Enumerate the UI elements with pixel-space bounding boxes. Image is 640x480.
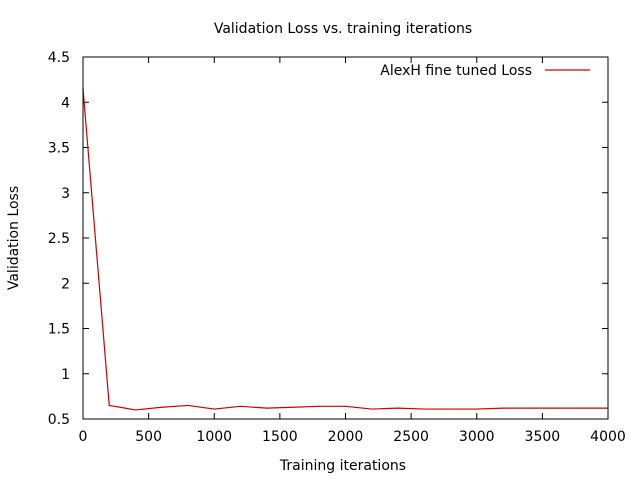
y-tick-label: 3	[61, 186, 70, 202]
chart-title: Validation Loss vs. training iterations	[214, 21, 472, 37]
data-point	[344, 405, 347, 407]
y-tick-label: 1	[61, 367, 70, 383]
data-point	[318, 405, 320, 407]
data-point	[266, 407, 268, 409]
series-layer	[82, 88, 609, 411]
data-point	[397, 407, 399, 409]
legend-label: AlexH fine tuned Loss	[380, 63, 532, 79]
data-point	[239, 405, 242, 407]
x-tick-label: 2000	[328, 429, 364, 445]
y-tick-label: 0.5	[48, 412, 70, 428]
x-tick-label: 1000	[196, 429, 232, 445]
data-point	[528, 407, 530, 409]
data-point	[371, 408, 373, 410]
x-tick-label: 1500	[262, 429, 298, 445]
ticks-layer: 0 500 1000 1500 2000 2500 3000 3500 4000 0.5 1 1.5 2…	[48, 50, 626, 445]
data-point	[187, 404, 189, 407]
data-point	[292, 406, 294, 408]
y-tick-label: 3.5	[48, 141, 70, 157]
y-tick-label: 2	[61, 276, 70, 292]
data-point	[134, 409, 137, 411]
y-tick-label: 4	[61, 95, 70, 111]
y-axis-label: Validation Loss	[6, 186, 22, 290]
y-tick-label: 4.5	[48, 50, 70, 66]
y-tick-label: 1.5	[48, 322, 70, 338]
data-point	[581, 407, 583, 409]
x-axis-label: Training iterations	[279, 458, 406, 474]
data-point	[449, 408, 452, 410]
x-tick-label: 0	[79, 429, 88, 445]
data-point	[213, 408, 215, 410]
data-point	[108, 404, 110, 407]
x-tick-label: 3000	[459, 429, 495, 445]
x-tick-label: 500	[135, 429, 162, 445]
plot-frame	[82, 56, 609, 420]
data-point	[423, 408, 425, 410]
x-tick-label: 4000	[590, 429, 626, 445]
data-point	[502, 407, 504, 409]
data-point	[554, 407, 557, 409]
data-point	[161, 406, 163, 408]
series-line	[82, 88, 608, 411]
y-tick-label: 2.5	[48, 231, 70, 247]
data-point	[476, 408, 478, 410]
legend: AlexH fine tuned Loss	[380, 63, 590, 79]
x-tick-label: 3500	[525, 429, 561, 445]
x-tick-label: 2500	[393, 429, 429, 445]
